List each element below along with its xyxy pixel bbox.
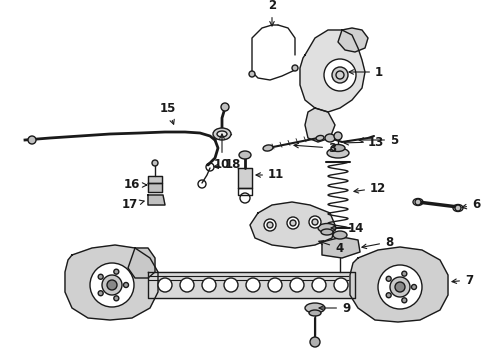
Circle shape [180, 278, 194, 292]
Text: 10: 10 [214, 134, 230, 171]
Text: 5: 5 [359, 134, 398, 147]
Circle shape [402, 271, 407, 276]
Ellipse shape [325, 134, 335, 142]
Ellipse shape [239, 151, 251, 159]
Ellipse shape [213, 128, 231, 140]
Text: 14: 14 [331, 221, 365, 234]
Circle shape [158, 278, 172, 292]
Ellipse shape [263, 145, 273, 151]
Polygon shape [148, 176, 162, 183]
Circle shape [98, 291, 103, 296]
Text: 15: 15 [160, 102, 176, 124]
Circle shape [114, 269, 119, 274]
Circle shape [455, 205, 461, 211]
Circle shape [402, 298, 407, 303]
Text: 4: 4 [319, 240, 343, 255]
Text: 17: 17 [122, 198, 144, 211]
Circle shape [224, 278, 238, 292]
Circle shape [412, 284, 416, 289]
Circle shape [123, 283, 128, 288]
Circle shape [415, 199, 421, 205]
Circle shape [98, 274, 103, 279]
Text: 13: 13 [344, 135, 384, 148]
Polygon shape [148, 183, 162, 192]
Text: 18: 18 [214, 158, 242, 171]
Polygon shape [250, 202, 335, 248]
Polygon shape [238, 168, 252, 188]
Ellipse shape [318, 224, 336, 233]
Circle shape [395, 282, 405, 292]
Circle shape [221, 103, 229, 111]
Circle shape [152, 160, 158, 166]
Circle shape [267, 222, 273, 228]
Circle shape [309, 216, 321, 228]
Circle shape [310, 337, 320, 347]
Circle shape [246, 278, 260, 292]
Circle shape [107, 280, 117, 290]
Circle shape [334, 132, 342, 140]
Ellipse shape [331, 144, 345, 152]
Ellipse shape [217, 131, 227, 137]
Text: 7: 7 [452, 274, 473, 287]
Circle shape [202, 278, 216, 292]
Circle shape [324, 59, 356, 91]
Circle shape [114, 296, 119, 301]
Circle shape [287, 217, 299, 229]
Circle shape [292, 65, 298, 71]
Ellipse shape [321, 229, 333, 235]
Text: 9: 9 [319, 302, 350, 315]
Polygon shape [338, 28, 368, 52]
Circle shape [290, 220, 296, 226]
Ellipse shape [333, 231, 347, 239]
Text: 2: 2 [268, 0, 276, 26]
Circle shape [264, 219, 276, 231]
Circle shape [378, 265, 422, 309]
Polygon shape [128, 248, 155, 278]
Circle shape [334, 278, 348, 292]
Circle shape [102, 275, 122, 295]
Circle shape [28, 136, 36, 144]
Ellipse shape [309, 310, 321, 316]
Polygon shape [305, 108, 335, 142]
Text: 1: 1 [349, 66, 383, 78]
Circle shape [290, 278, 304, 292]
Polygon shape [350, 247, 448, 322]
Polygon shape [300, 30, 365, 112]
Text: 8: 8 [362, 235, 393, 249]
Circle shape [312, 219, 318, 225]
Circle shape [90, 263, 134, 307]
Circle shape [332, 67, 348, 83]
Polygon shape [322, 237, 360, 258]
Ellipse shape [327, 148, 349, 158]
Polygon shape [148, 195, 165, 205]
Circle shape [249, 71, 255, 77]
Ellipse shape [316, 135, 324, 140]
Circle shape [390, 277, 410, 297]
Text: 16: 16 [123, 179, 147, 192]
Circle shape [268, 278, 282, 292]
Polygon shape [148, 272, 355, 298]
Text: 11: 11 [256, 168, 284, 181]
Circle shape [312, 278, 326, 292]
Circle shape [386, 293, 391, 298]
Polygon shape [65, 245, 158, 320]
Circle shape [386, 276, 391, 281]
Ellipse shape [305, 303, 325, 313]
Text: 12: 12 [354, 181, 386, 194]
Text: 3: 3 [294, 141, 336, 154]
Text: 6: 6 [462, 198, 480, 211]
